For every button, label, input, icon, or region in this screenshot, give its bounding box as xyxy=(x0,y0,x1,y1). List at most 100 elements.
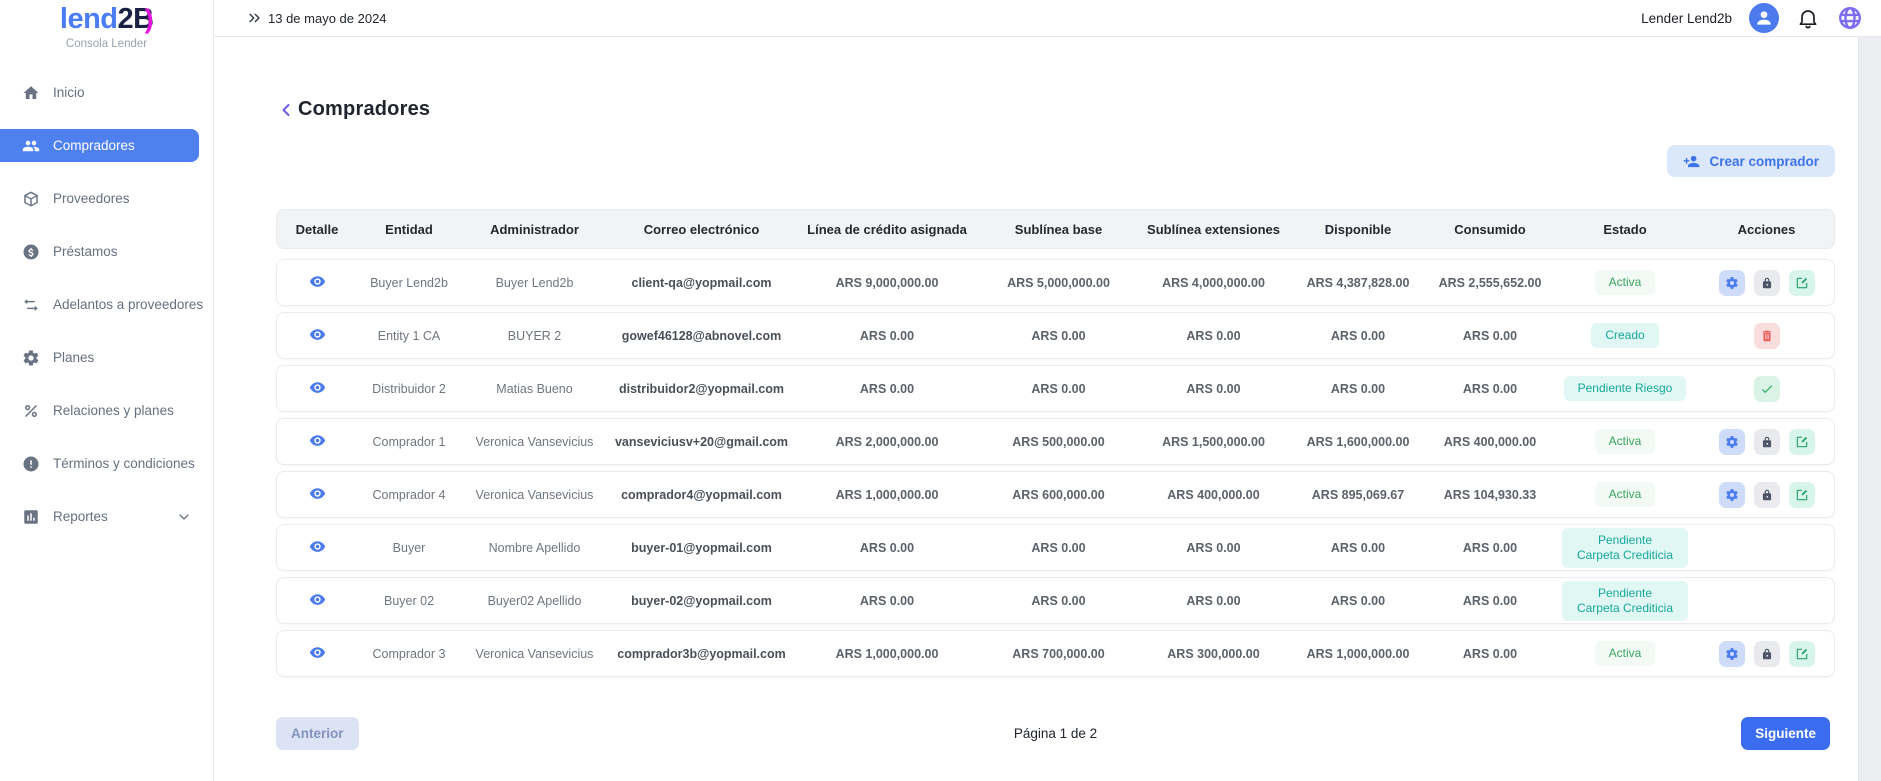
detail-eye-button[interactable] xyxy=(305,642,329,666)
cell-linea_credito: ARS 0.00 xyxy=(859,593,915,608)
previous-page-button[interactable]: Anterior xyxy=(276,717,359,750)
edit-action-button[interactable] xyxy=(1788,481,1815,508)
sidebar-item-planes[interactable]: Planes xyxy=(0,341,214,374)
status-badge: Pendiente Riesgo xyxy=(1563,376,1687,401)
swap-icon xyxy=(22,296,40,314)
cell-linea_credito: ARS 1,000,000.00 xyxy=(835,487,939,502)
detail-eye-button[interactable] xyxy=(305,377,329,401)
cell-linea_credito: ARS 0.00 xyxy=(859,540,915,555)
detail-eye-button[interactable] xyxy=(305,324,329,348)
eye-icon xyxy=(309,591,326,611)
sidebar-item-label: Adelantos a proveedores xyxy=(53,297,204,312)
chevron-down-icon[interactable] xyxy=(176,509,192,525)
cell-sublinea_ext: ARS 4,000,000.00 xyxy=(1162,275,1265,290)
sidebar-item-reportes[interactable]: Reportes xyxy=(0,500,214,533)
report-icon xyxy=(22,508,40,526)
lock-icon xyxy=(1760,435,1774,449)
sidebar-item-adelantos-a-proveedores[interactable]: Adelantos a proveedores xyxy=(0,288,214,321)
edit-action-button[interactable] xyxy=(1788,428,1815,455)
table-row: Comprador 3 Veronica Vansevicius comprador… xyxy=(276,630,1835,677)
gear-action-button[interactable] xyxy=(1718,428,1745,455)
cell-administrador: Veronica Vansevicius xyxy=(475,487,594,502)
edit-icon xyxy=(1795,647,1809,661)
person-add-icon xyxy=(1683,153,1700,170)
cell-detalle xyxy=(277,366,357,411)
cell-sublinea_ext: ARS 400,000.00 xyxy=(1167,487,1260,502)
lock-action-button[interactable] xyxy=(1753,640,1780,667)
sidebar-item-prestamos[interactable]: Préstamos xyxy=(0,235,214,268)
page-indicator: Página 1 de 2 xyxy=(1013,726,1098,741)
sidebar-item-label: Planes xyxy=(53,350,95,365)
column-header: Disponible xyxy=(1324,221,1392,237)
cell-administrador: Veronica Vansevicius xyxy=(475,434,594,449)
gear-action-button[interactable] xyxy=(1718,481,1745,508)
compradores-table: Detalle Entidad Administrador Correo electr… xyxy=(276,209,1835,677)
cell-acciones xyxy=(1697,419,1836,464)
topbar: 13 de mayo de 2024 Lender Lend2b xyxy=(214,0,1881,37)
package-icon xyxy=(22,190,40,208)
user-avatar[interactable] xyxy=(1749,3,1779,33)
column-header: Administrador xyxy=(490,221,579,237)
notifications-icon[interactable] xyxy=(1796,6,1820,30)
sidebar-item-compradores[interactable]: Compradores xyxy=(0,129,199,162)
cell-acciones xyxy=(1697,313,1836,358)
lock-action-button[interactable] xyxy=(1753,481,1780,508)
create-comprador-button[interactable]: Crear comprador xyxy=(1667,145,1835,177)
brand-logo-accent: 2B xyxy=(117,3,155,35)
cell-entidad: Distribuidor 2 xyxy=(372,381,446,396)
cell-detalle xyxy=(277,260,357,305)
double-chevron-right-icon[interactable] xyxy=(246,9,264,27)
sidebar-item-relaciones-y-planes[interactable]: Relaciones y planes xyxy=(0,394,214,427)
create-comprador-label: Crear comprador xyxy=(1709,153,1819,169)
brand-logo: lend2B) xyxy=(0,2,213,36)
lock-action-button[interactable] xyxy=(1753,269,1780,296)
edit-icon xyxy=(1795,276,1809,290)
cell-acciones xyxy=(1697,366,1836,411)
status-badge: Activa xyxy=(1594,641,1656,666)
column-header: Sublínea extensiones xyxy=(1147,221,1280,237)
table-header-row: Detalle Entidad Administrador Correo electr… xyxy=(276,209,1835,249)
status-badge: Pendiente Carpeta Crediticia xyxy=(1562,527,1688,568)
sidebar-menu: Inicio Compradores Proveedores Préstamos Ade… xyxy=(0,76,213,533)
cell-administrador: Nombre Apellido xyxy=(488,540,581,555)
sidebar-item-inicio[interactable]: Inicio xyxy=(0,76,214,109)
table-row: Comprador 4 Veronica Vansevicius comprador… xyxy=(276,471,1835,518)
next-page-button[interactable]: Siguiente xyxy=(1741,717,1830,750)
cell-linea_credito: ARS 2,000,000.00 xyxy=(835,434,939,449)
trash-action-button[interactable] xyxy=(1753,322,1780,349)
cell-entidad: Comprador 4 xyxy=(372,487,446,502)
edit-action-button[interactable] xyxy=(1788,640,1815,667)
cell-disponible: ARS 1,000,000.00 xyxy=(1306,646,1410,661)
eye-icon xyxy=(309,485,326,505)
gear-icon xyxy=(22,349,40,367)
eye-icon xyxy=(309,379,326,399)
scrollbar[interactable] xyxy=(1858,37,1881,781)
back-chevron-icon[interactable] xyxy=(276,100,296,120)
brand-logo-mark: ) xyxy=(144,4,154,34)
cell-sublinea_ext: ARS 1,500,000.00 xyxy=(1162,434,1265,449)
detail-eye-button[interactable] xyxy=(305,430,329,454)
sidebar: lend2B) Consola Lender Inicio Compradores… xyxy=(0,0,214,781)
lock-action-button[interactable] xyxy=(1753,428,1780,455)
detail-eye-button[interactable] xyxy=(305,536,329,560)
gear-action-button[interactable] xyxy=(1718,640,1745,667)
check-action-button[interactable] xyxy=(1753,375,1780,402)
detail-eye-button[interactable] xyxy=(305,483,329,507)
sidebar-item-proveedores[interactable]: Proveedores xyxy=(0,182,214,215)
edit-action-button[interactable] xyxy=(1788,269,1815,296)
gear-action-button[interactable] xyxy=(1718,269,1745,296)
detail-eye-button[interactable] xyxy=(305,589,329,613)
cell-consumido: ARS 104,930.33 xyxy=(1443,487,1537,502)
language-icon[interactable] xyxy=(1837,5,1863,31)
cell-consumido: ARS 0.00 xyxy=(1462,646,1518,661)
detail-eye-button[interactable] xyxy=(305,271,329,295)
eye-icon xyxy=(309,326,326,346)
cell-sublinea_base: ARS 0.00 xyxy=(1031,540,1086,555)
cell-disponible: ARS 0.00 xyxy=(1330,328,1386,343)
cell-sublinea_base: ARS 700,000.00 xyxy=(1012,646,1105,661)
cell-correo: distribuidor2@yopmail.com xyxy=(619,381,784,396)
cell-sublinea_ext: ARS 0.00 xyxy=(1186,381,1241,396)
cell-disponible: ARS 0.00 xyxy=(1330,540,1386,555)
lock-icon xyxy=(1760,488,1774,502)
sidebar-item-terminos-y-condiciones[interactable]: Términos y condiciones xyxy=(0,447,214,480)
